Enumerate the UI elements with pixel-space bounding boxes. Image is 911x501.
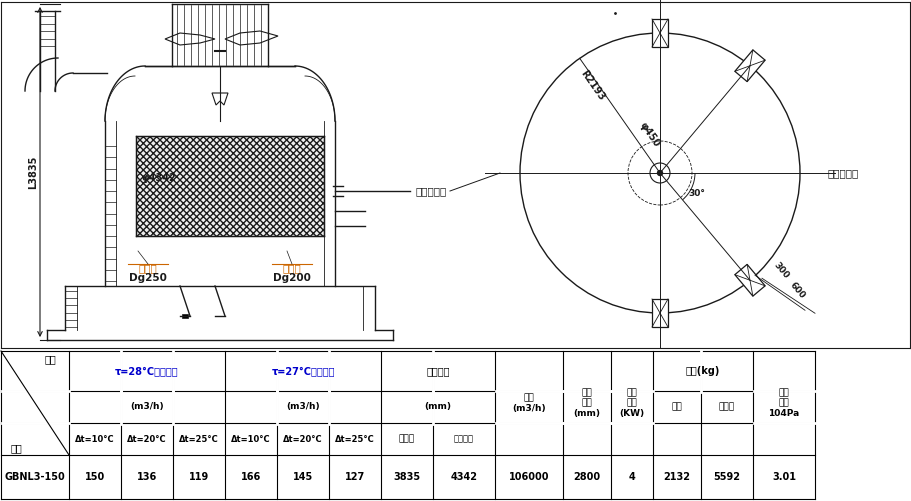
Text: τ=28°C冷却水量: τ=28°C冷却水量 [115, 366, 179, 376]
Text: 300: 300 [772, 260, 791, 280]
Text: 重量(kg): 重量(kg) [686, 366, 721, 376]
Polygon shape [652, 19, 668, 47]
Text: 5592: 5592 [713, 472, 741, 482]
Circle shape [658, 170, 662, 175]
Polygon shape [225, 31, 278, 45]
Text: Dg250: Dg250 [129, 273, 167, 283]
Text: 2132: 2132 [663, 472, 691, 482]
Text: 自重: 自重 [671, 402, 682, 411]
Text: L3835: L3835 [28, 155, 38, 189]
Text: 运转重: 运转重 [719, 402, 735, 411]
Polygon shape [735, 265, 765, 296]
Text: 127: 127 [345, 472, 365, 482]
Text: 风机
直径
(mm): 风机 直径 (mm) [574, 388, 600, 418]
Text: Δt=25°C: Δt=25°C [335, 434, 374, 443]
Text: (m3/h): (m3/h) [130, 402, 164, 411]
Text: 136: 136 [137, 472, 157, 482]
Text: GBNL3-150: GBNL3-150 [5, 472, 66, 482]
Text: 106000: 106000 [508, 472, 549, 482]
Text: 2800: 2800 [573, 472, 600, 482]
Text: 风量
(m3/h): 风量 (m3/h) [512, 393, 546, 413]
Text: 进水管: 进水管 [282, 263, 302, 273]
Text: 参数: 参数 [44, 354, 56, 364]
Text: φ450: φ450 [638, 121, 662, 149]
Text: Δt=20°C: Δt=20°C [283, 434, 322, 443]
Text: 3835: 3835 [394, 472, 421, 482]
Text: φ4342: φ4342 [141, 173, 176, 183]
Bar [182, 314, 188, 318]
Polygon shape [165, 33, 215, 45]
Text: 30°: 30° [688, 188, 705, 197]
Text: 4: 4 [629, 472, 635, 482]
Text: 总高度: 总高度 [399, 434, 415, 443]
Text: τ=27°C冷却水量: τ=27°C冷却水量 [271, 366, 334, 376]
Text: Δt=10°C: Δt=10°C [231, 434, 271, 443]
Bar [136, 136, 324, 236]
Text: 166: 166 [241, 472, 261, 482]
Text: 119: 119 [189, 472, 210, 482]
Text: (m3/h): (m3/h) [286, 402, 320, 411]
Text: 3.01: 3.01 [772, 472, 796, 482]
Text: Δt=25°C: Δt=25°C [179, 434, 219, 443]
Text: 型号: 型号 [10, 443, 22, 453]
Text: 进水
压力
104Pa: 进水 压力 104Pa [768, 388, 800, 418]
Text: 出水管方向: 出水管方向 [415, 186, 446, 196]
Text: 145: 145 [292, 472, 313, 482]
Text: 出水管: 出水管 [138, 263, 158, 273]
Text: 150: 150 [85, 472, 105, 482]
Text: 600: 600 [788, 280, 807, 300]
Text: 主要尺寸: 主要尺寸 [426, 366, 450, 376]
Text: 4342: 4342 [451, 472, 477, 482]
Text: 电机
功率
(KW): 电机 功率 (KW) [619, 388, 645, 418]
Text: Dg200: Dg200 [273, 273, 311, 283]
Text: (mm): (mm) [425, 402, 452, 411]
Text: Δt=20°C: Δt=20°C [128, 434, 167, 443]
Text: 进水管方向: 进水管方向 [828, 168, 859, 178]
Text: Δt=10°C: Δt=10°C [76, 434, 115, 443]
Text: 最大直径: 最大直径 [454, 434, 474, 443]
Polygon shape [652, 299, 668, 327]
Polygon shape [212, 93, 228, 105]
Text: R2193: R2193 [578, 68, 606, 102]
Polygon shape [735, 50, 765, 82]
